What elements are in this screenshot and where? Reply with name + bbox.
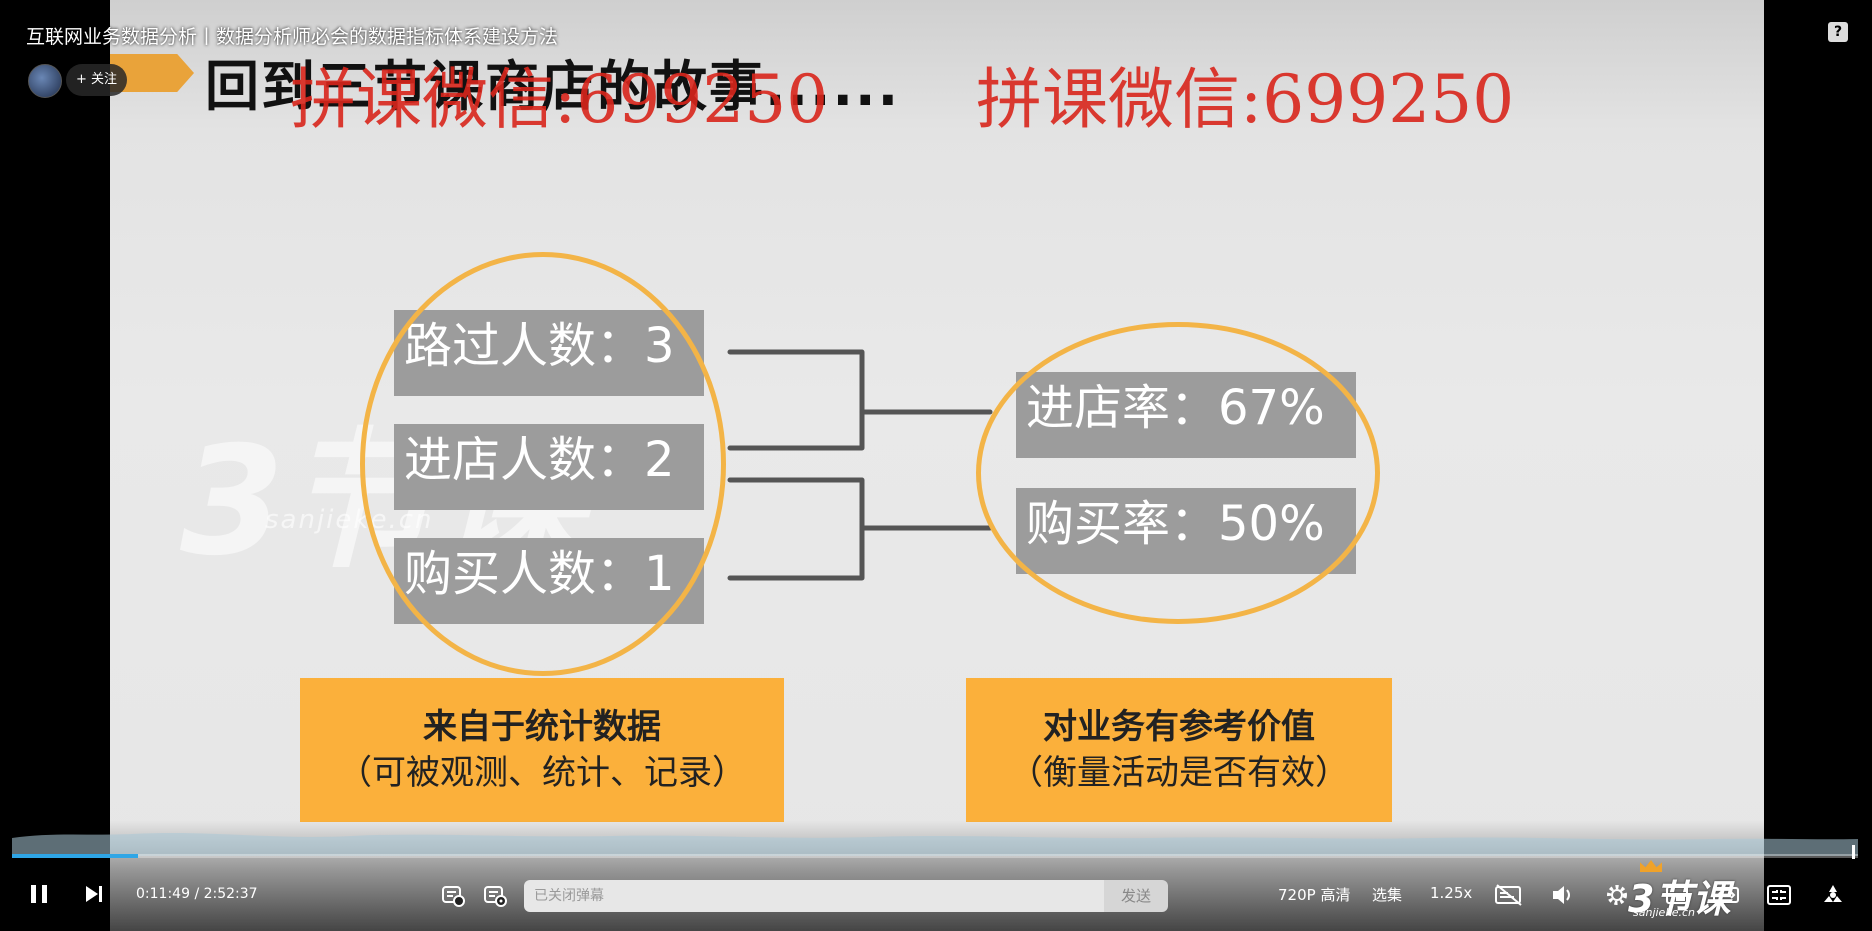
progress-bar[interactable]	[12, 854, 1858, 858]
slide-title: 回到三节课商店的故事......	[205, 55, 901, 118]
follow-button[interactable]: + 关注	[66, 64, 128, 96]
note-subtitle: （衡量活动是否有效）	[1009, 753, 1349, 793]
settings-gear-icon[interactable]	[1604, 882, 1630, 908]
highlight-circle-right	[976, 322, 1380, 624]
uploader-avatar[interactable]	[28, 64, 62, 98]
web-fullscreen-icon[interactable]	[1766, 882, 1792, 908]
pause-icon[interactable]	[28, 880, 52, 908]
time-display: 0:11:49 / 2:52:37	[136, 886, 258, 902]
video-title: 互联网业务数据分析丨数据分析师必会的数据指标体系建设方法	[26, 26, 559, 48]
heat-waveform	[12, 833, 1858, 856]
note-title: 对业务有参考价值	[1043, 707, 1315, 747]
quality-button[interactable]: 720P 高清	[1278, 886, 1351, 904]
next-icon[interactable]	[82, 880, 106, 908]
danmu-toggle-icon[interactable]	[440, 882, 466, 908]
bracket-connectors	[727, 349, 993, 581]
time-separator: /	[194, 886, 200, 902]
volume-icon[interactable]	[1550, 882, 1576, 908]
brand-logo-url: sanjieke.cn	[1633, 906, 1695, 919]
wechat-watermark: 拼课微信:699250	[976, 61, 1515, 138]
danmu-settings-icon[interactable]	[482, 882, 508, 908]
help-icon[interactable]: ?	[1828, 22, 1848, 42]
picture-in-picture-icon[interactable]	[1664, 882, 1690, 908]
fullscreen-icon[interactable]	[1820, 882, 1846, 908]
total-time: 2:52:37	[203, 886, 258, 902]
current-time: 0:11:49	[136, 886, 190, 902]
danmu-input[interactable]: 已关闭弹幕	[524, 880, 1104, 912]
progress-end-marker	[1852, 845, 1855, 859]
episodes-button[interactable]: 选集	[1372, 886, 1403, 904]
note-box-business-value: 对业务有参考价值 （衡量活动是否有效）	[966, 678, 1392, 822]
video-frame: 回到三节课商店的故事...... 拼课微信:699250 拼课微信:699250…	[110, 0, 1764, 931]
widescreen-icon[interactable]	[1712, 882, 1740, 908]
progress-fill	[12, 854, 138, 858]
speed-button[interactable]: 1.25x	[1430, 884, 1473, 902]
subtitle-off-icon[interactable]	[1494, 882, 1524, 908]
send-button[interactable]: 发送	[1104, 880, 1168, 912]
highlight-circle-left	[360, 252, 726, 676]
wechat-watermark: 拼课微信:699250	[290, 61, 829, 138]
note-title: 来自于统计数据	[423, 707, 661, 747]
note-subtitle: （可被观测、统计、记录）	[338, 753, 746, 793]
note-box-data-source: 来自于统计数据 （可被观测、统计、记录）	[300, 678, 784, 822]
